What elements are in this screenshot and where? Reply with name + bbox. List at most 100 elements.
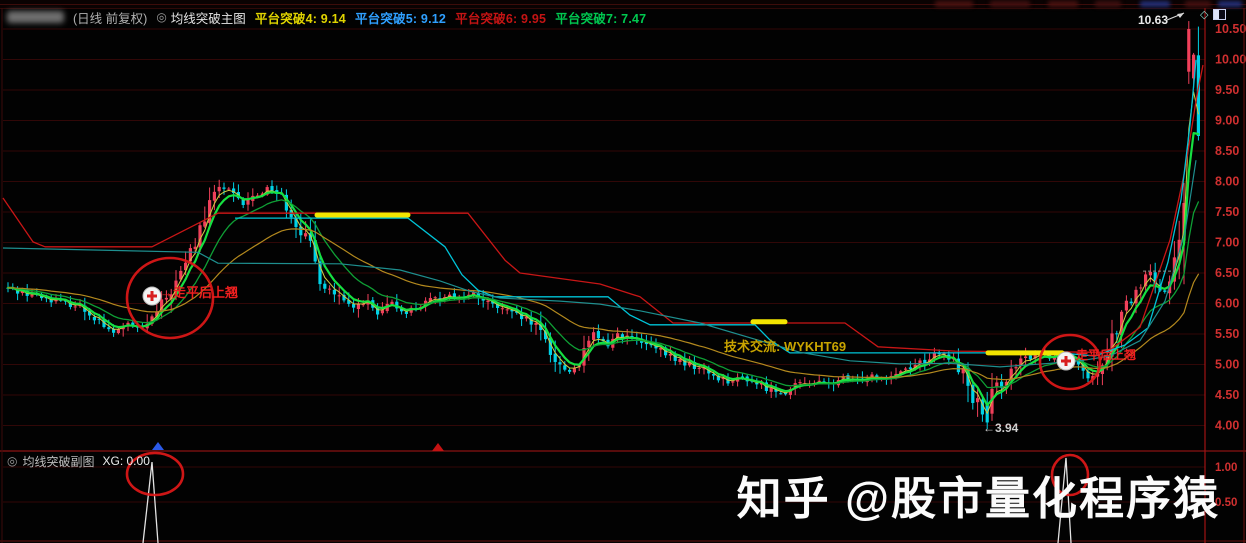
ma-fast-yellow <box>7 91 1199 414</box>
price-tick-label: 4.50 <box>1215 388 1239 402</box>
param-platform-break-7: 平台突破7: 7.47 <box>555 11 647 26</box>
candle-body <box>870 374 874 378</box>
candle-body <box>1019 358 1023 367</box>
split-window-icon[interactable] <box>1213 9 1227 20</box>
candle-body <box>467 294 471 297</box>
platform-line-cyan <box>235 60 1197 357</box>
candle-body <box>496 303 500 308</box>
triangle-marker <box>432 443 444 451</box>
note-tech-exchange: 技术交流: WYKHT69 <box>724 339 847 354</box>
menu-item-blur[interactable] <box>1185 1 1211 7</box>
candle-body <box>347 300 351 304</box>
sub-indicator-name[interactable]: 均线突破副图 <box>22 454 95 469</box>
menu-item-blur[interactable] <box>990 1 1030 7</box>
menu-item-blur[interactable] <box>1218 1 1242 7</box>
price-tick-label: 10.50 <box>1215 22 1246 36</box>
candle-body <box>1129 301 1133 304</box>
ma-green-slow <box>7 199 1200 389</box>
candle-body <box>1033 355 1037 359</box>
signal-spike <box>142 462 159 543</box>
candle-body <box>361 303 365 306</box>
candle-body <box>553 353 557 362</box>
stock-name-redacted <box>7 11 64 23</box>
candle-body <box>433 297 437 299</box>
candle-body <box>88 310 92 316</box>
candle-body <box>913 365 917 369</box>
param-platform-break-4: 平台突破4: 9.14 <box>254 11 346 26</box>
candle-body <box>92 316 96 321</box>
indicator-badge-icon: ◎ <box>7 454 18 468</box>
candle-body <box>1144 274 1148 287</box>
candle-body <box>222 187 226 189</box>
candle-body <box>961 367 965 374</box>
candle-body <box>404 311 408 314</box>
candle-body <box>241 198 245 205</box>
candle-body <box>539 323 543 330</box>
candle-body <box>193 246 197 250</box>
candle-body <box>712 374 716 376</box>
candle-body <box>337 295 341 297</box>
candle-body <box>400 308 404 312</box>
candle-body <box>203 221 207 227</box>
menu-bar[interactable] <box>0 0 1246 8</box>
candle-body <box>160 299 164 311</box>
candle-body <box>779 393 783 395</box>
candle-body <box>1115 333 1119 335</box>
candle-body <box>452 293 456 299</box>
candle-body <box>308 233 312 241</box>
candle-body <box>659 347 663 350</box>
candle-body <box>179 270 183 280</box>
menu-item-blur[interactable] <box>1048 1 1078 7</box>
param-platform-break-6: 平台突破6: 9.95 <box>455 11 547 26</box>
candle-body <box>491 301 495 304</box>
price-tick-label: 4.00 <box>1215 419 1239 433</box>
candle-body <box>169 294 173 300</box>
red-circle-annotation <box>1050 453 1090 497</box>
candle-body <box>1187 29 1191 72</box>
candle-body <box>529 317 533 325</box>
indicator-badge-icon: ◎ <box>156 10 167 24</box>
candle-body <box>534 322 538 325</box>
candle-body <box>73 306 77 308</box>
candle-body <box>568 369 572 372</box>
candle-body <box>126 322 130 326</box>
price-tick-label: 7.50 <box>1215 205 1239 219</box>
candle-body <box>520 313 524 320</box>
candle-body <box>788 389 792 395</box>
candle-body <box>1196 55 1200 136</box>
candle-body <box>284 194 288 211</box>
diamond-icon[interactable]: ◇ <box>1200 8 1209 21</box>
candle-body <box>908 367 912 370</box>
candle-body <box>644 342 648 345</box>
menu-item-blur[interactable] <box>935 1 973 7</box>
candle-body <box>1120 311 1124 336</box>
candle-body <box>937 353 941 355</box>
red-circle-annotation <box>125 451 185 497</box>
candle-body <box>616 333 620 338</box>
menu-item-blur[interactable] <box>1140 1 1170 7</box>
candle-body <box>678 359 682 363</box>
candle-body <box>1192 54 1196 79</box>
note-flat-then-up-2: 走平后上翘 <box>1076 348 1137 362</box>
candle-body <box>112 329 116 333</box>
candle-body <box>116 329 120 334</box>
candle-body <box>304 233 308 237</box>
price-tick-label: 6.50 <box>1215 266 1239 280</box>
price-tick-label: 9.00 <box>1215 114 1239 128</box>
candle-body <box>668 353 672 356</box>
candle-body <box>1028 355 1032 360</box>
candle-body <box>1014 367 1018 369</box>
candle-body <box>150 316 154 324</box>
candle-body <box>1163 290 1167 292</box>
candle-body <box>904 368 908 370</box>
ma-green-thick <box>6 132 1200 407</box>
price-tick-label: 9.50 <box>1215 83 1239 97</box>
candle-body <box>1000 381 1004 388</box>
sub-chart-header: ◎ 均线突破副图 XG: 0.00 <box>0 454 150 469</box>
chart-corner-controls: ◇ <box>1200 8 1227 21</box>
menu-item-blur[interactable] <box>1095 1 1121 7</box>
main-indicator-title[interactable]: ◎ 均线突破主图 <box>156 8 246 27</box>
candle-body <box>548 337 552 355</box>
